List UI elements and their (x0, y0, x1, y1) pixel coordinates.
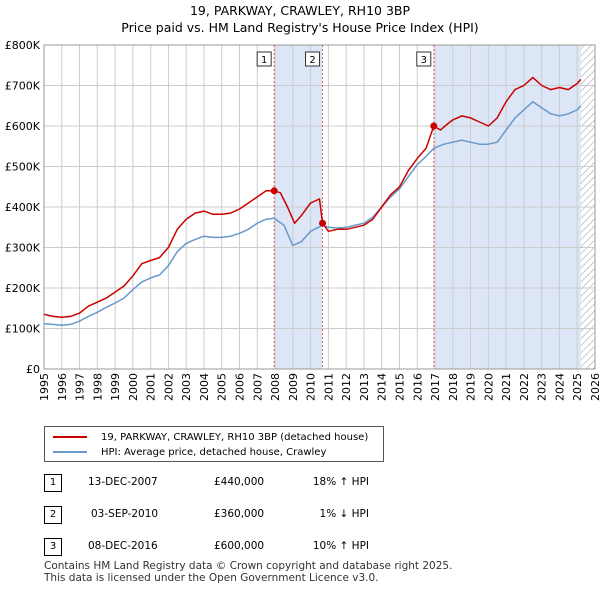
x-tick-label: 2008 (269, 373, 282, 401)
sale-label-number: 3 (421, 55, 427, 66)
x-tick-label: 2020 (482, 373, 495, 401)
x-tick-label: 1998 (91, 373, 104, 401)
sale-hpi-change: 18% ↑ HPI (312, 476, 369, 488)
legend-item-hpi: HPI: Average price, detached house, Craw… (53, 445, 326, 459)
sale-date: 13-DEC-2007 (88, 476, 158, 488)
sale-price: £360,000 (214, 508, 265, 520)
y-tick-label: £700K (5, 80, 41, 93)
legend: 19, PARKWAY, CRAWLEY, RH10 3BP (detached… (44, 426, 384, 462)
x-tick-label: 2023 (536, 373, 549, 401)
y-tick-label: £400K (5, 201, 41, 214)
sale-number-badge: 3 (44, 538, 62, 556)
legend-swatch-hpi (53, 451, 87, 453)
x-tick-label: 2017 (429, 373, 442, 401)
x-tick-label: 1995 (38, 373, 51, 401)
x-tick-label: 2004 (198, 373, 211, 401)
x-tick-label: 2001 (145, 373, 158, 401)
chart-subtitle: Price paid vs. HM Land Registry's House … (121, 20, 479, 35)
sale-number-badge: 2 (44, 506, 62, 524)
y-tick-label: £100K (5, 323, 41, 336)
y-tick-label: £600K (5, 120, 41, 133)
x-tick-label: 2022 (518, 373, 531, 401)
sale-point (319, 219, 327, 227)
x-tick-label: 2019 (465, 373, 478, 401)
x-tick-label: 2026 (589, 373, 600, 401)
chart-title: 19, PARKWAY, CRAWLEY, RH10 3BP (189, 3, 411, 18)
legend-label-property: 19, PARKWAY, CRAWLEY, RH10 3BP (detached… (101, 431, 369, 443)
footer-copyright: Contains HM Land Registry data © Crown c… (44, 560, 453, 572)
series-line-hpi (43, 100, 582, 327)
series-line-property (43, 76, 582, 318)
sale-price: £440,000 (214, 476, 265, 488)
chart-title-block: 19, PARKWAY, CRAWLEY, RH10 3BP Price pai… (0, 2, 600, 36)
x-tick-label: 2016 (411, 373, 424, 401)
legend-swatch-property (53, 436, 87, 438)
sale-hpi-change: 10% ↑ HPI (312, 540, 369, 552)
x-tick-label: 2025 (571, 373, 584, 401)
legend-item-property: 19, PARKWAY, CRAWLEY, RH10 3BP (detached… (53, 430, 368, 444)
price-chart: £0 £100K £200K £300K £400K £500K £600K £700K £80… (5, 39, 600, 401)
x-tick-label: 2006 (234, 373, 247, 401)
sale-label-box (416, 51, 432, 67)
footer-licence: This data is licensed under the Open Gov… (44, 572, 379, 584)
sale-row: 1 13-DEC-2007 £440,000 18% ↑ HPI (44, 474, 404, 492)
sale-label-number: 1 (261, 55, 267, 66)
x-tick-label: 1999 (109, 373, 122, 401)
y-tick-label: £300K (5, 242, 41, 255)
x-tick-label: 2011 (322, 373, 335, 401)
sale-label-number: 2 (309, 55, 315, 66)
x-tick-label: 2000 (127, 373, 140, 401)
x-tick-label: 2012 (340, 373, 353, 401)
x-tick-label: 2003 (180, 373, 193, 401)
x-tick-label: 2002 (162, 373, 175, 401)
x-tick-label: 2013 (358, 373, 371, 401)
x-tick-label: 2018 (447, 373, 460, 401)
x-tick-label: 2009 (287, 373, 300, 401)
y-tick-label: £800K (5, 39, 41, 52)
y-tick-label: £0 (26, 363, 40, 376)
y-tick-label: £200K (5, 282, 41, 295)
x-tick-label: 2021 (500, 373, 513, 401)
sale-label-box (305, 51, 321, 67)
x-tick-label: 2010 (305, 373, 318, 401)
x-tick-label: 2015 (393, 373, 406, 401)
x-tick-label: 2024 (553, 373, 566, 401)
sale-date: 03-SEP-2010 (91, 508, 159, 520)
x-tick-label: 2007 (251, 373, 264, 401)
sale-row: 3 08-DEC-2016 £600,000 10% ↑ HPI (44, 538, 404, 556)
y-tick-label: £500K (5, 161, 41, 174)
sale-label-box (256, 51, 272, 67)
x-tick-label: 1997 (74, 373, 87, 401)
sale-row: 2 03-SEP-2010 £360,000 1% ↓ HPI (44, 506, 404, 524)
sale-point (270, 187, 278, 195)
sale-price: £600,000 (214, 540, 265, 552)
legend-label-hpi: HPI: Average price, detached house, Craw… (101, 446, 327, 458)
sale-number-badge: 1 (44, 474, 62, 492)
x-tick-label: 2005 (216, 373, 229, 401)
footer: Contains HM Land Registry data © Crown c… (44, 560, 452, 584)
x-tick-label: 2014 (376, 373, 389, 401)
sale-point (430, 122, 438, 130)
sale-date: 08-DEC-2016 (88, 540, 158, 552)
sale-hpi-change: 1% ↓ HPI (319, 508, 369, 520)
x-tick-label: 1996 (56, 373, 69, 401)
plot-border (43, 44, 596, 370)
